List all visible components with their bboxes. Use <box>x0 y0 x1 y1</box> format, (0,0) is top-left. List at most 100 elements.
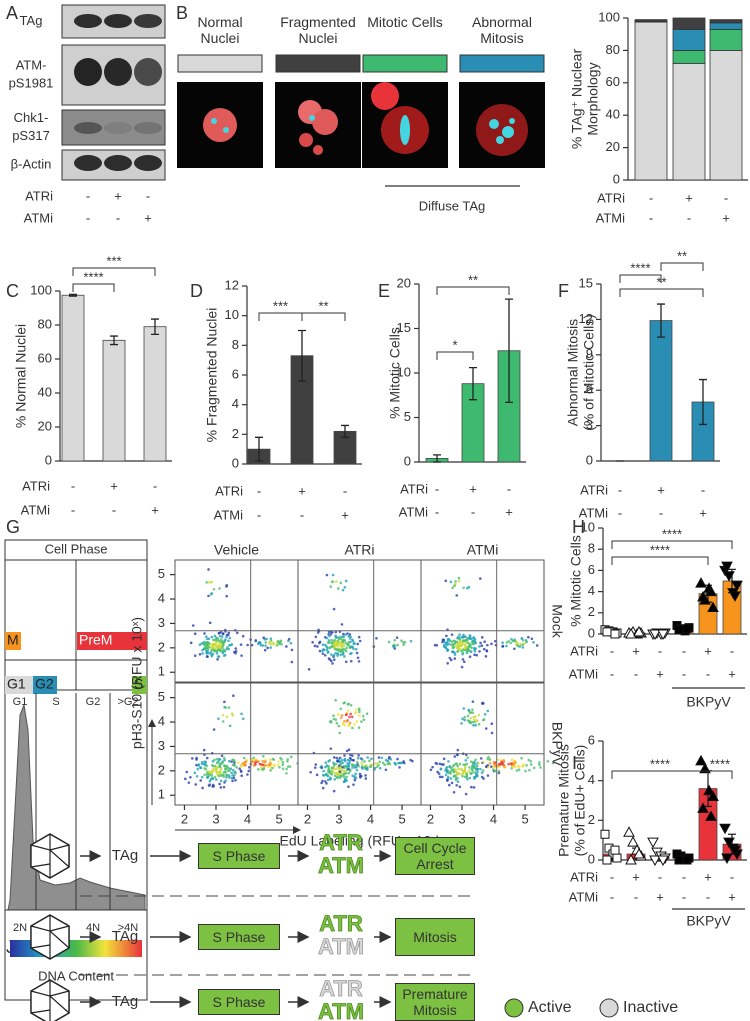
cell-dot <box>457 767 460 770</box>
treatment-mark: + <box>341 507 349 522</box>
cell-dot <box>268 640 272 643</box>
cell-dot <box>331 645 334 649</box>
cell-dot <box>221 713 225 717</box>
cell-dot <box>208 771 212 774</box>
blot-band <box>134 14 162 28</box>
treatment-mark: - <box>71 502 75 517</box>
legend-swatch <box>362 54 448 73</box>
cell-dot <box>494 639 497 643</box>
y-tick-label: 15 <box>579 275 593 290</box>
legend-label: Mitotic Cells <box>367 14 443 30</box>
legend-label: Fragmented Nuclei <box>280 14 356 46</box>
cell-dot <box>345 749 349 753</box>
row-label: BKPyV <box>549 722 565 767</box>
cell-dot <box>223 653 227 657</box>
cell-dot <box>223 758 226 762</box>
cell-dot <box>332 717 336 721</box>
cell-dot <box>216 637 220 640</box>
cell-dot <box>218 758 222 761</box>
cell-dot <box>344 579 348 583</box>
cell-dot <box>361 758 364 761</box>
cell-dot <box>195 758 198 761</box>
cell-dot <box>500 760 503 764</box>
cell-dot <box>278 765 281 769</box>
y-axis-label: Morphology <box>585 62 601 135</box>
cell-dot <box>336 640 339 644</box>
cell-dot <box>334 762 338 766</box>
cell-dot <box>375 765 379 769</box>
cell-dot <box>257 760 260 763</box>
cell-dot <box>327 759 330 763</box>
treatment-mark: - <box>706 889 710 904</box>
cell-dot <box>227 631 231 635</box>
histogram-label: G1 <box>13 696 28 708</box>
cell-dot <box>368 759 371 763</box>
cell-dot <box>332 658 336 661</box>
cell-dot <box>481 769 485 772</box>
cell-dot <box>335 636 339 639</box>
cell-dot <box>221 641 224 644</box>
treatment-mark: - <box>682 666 686 681</box>
cell-dot <box>321 649 324 653</box>
cell-dot <box>527 758 531 762</box>
cell-dot <box>269 761 272 764</box>
cell-dot <box>453 657 457 660</box>
cell-dot <box>231 713 235 717</box>
cell-dot <box>502 759 506 763</box>
gate-lines <box>298 683 421 805</box>
cell-dot <box>522 763 525 766</box>
treatment-mark: - <box>649 190 653 205</box>
y-tick-label: 6 <box>232 366 239 381</box>
cell-dot <box>521 646 525 649</box>
treatment-name: ATRi <box>580 482 608 497</box>
cell-dot <box>220 635 224 638</box>
bar-segment <box>672 17 706 30</box>
y-tick-label: 8 <box>232 337 239 352</box>
cell-dot <box>449 777 453 780</box>
blot-band <box>104 58 132 86</box>
cell-dot <box>314 763 318 766</box>
cell-dot <box>353 778 357 782</box>
cell-dot <box>484 655 488 658</box>
y-tick-label: 2 <box>158 639 165 654</box>
cell-dot <box>323 653 327 657</box>
data-point <box>723 571 735 582</box>
treatment-mark: - <box>507 481 511 496</box>
significance-bracket <box>436 286 510 295</box>
cell-dot <box>208 621 212 625</box>
data-point <box>657 629 669 641</box>
data-point <box>633 848 645 859</box>
cell-dot <box>456 753 459 757</box>
treatment-mark: - <box>658 869 662 884</box>
cell-dot <box>448 656 452 660</box>
cell-dot <box>335 772 339 776</box>
cell-dot <box>473 653 476 657</box>
treatment-mark: + <box>151 502 159 517</box>
cell-dot <box>214 770 218 773</box>
cell-dot <box>521 643 525 646</box>
cell-dot <box>466 586 469 590</box>
y-tick-label: 15 <box>397 320 411 335</box>
cell-dot <box>356 756 360 760</box>
y-tick-label: 2 <box>588 604 595 619</box>
panel-title: Cell Phase <box>45 541 108 556</box>
cell-dot <box>316 631 320 634</box>
treatment-mark: + <box>704 643 712 658</box>
y-tick-label: 60 <box>606 74 620 89</box>
cell-dot <box>224 767 228 771</box>
cell-dot <box>328 641 331 645</box>
treatment-mark: - <box>659 505 663 520</box>
virus-icon-lines <box>30 834 70 878</box>
y-tick-label: 6 <box>588 732 595 747</box>
cell-dot <box>453 768 457 772</box>
y-tick-label: 12 <box>579 311 593 326</box>
cell-dot <box>402 641 405 644</box>
kinase-label: ATR <box>319 830 363 855</box>
cell-dot <box>461 717 464 721</box>
cell-dot <box>327 766 330 769</box>
treatment-name: ATMi <box>569 666 598 681</box>
cell-dot <box>505 641 509 644</box>
cell-dot <box>318 649 322 653</box>
cell-dot <box>369 765 372 768</box>
